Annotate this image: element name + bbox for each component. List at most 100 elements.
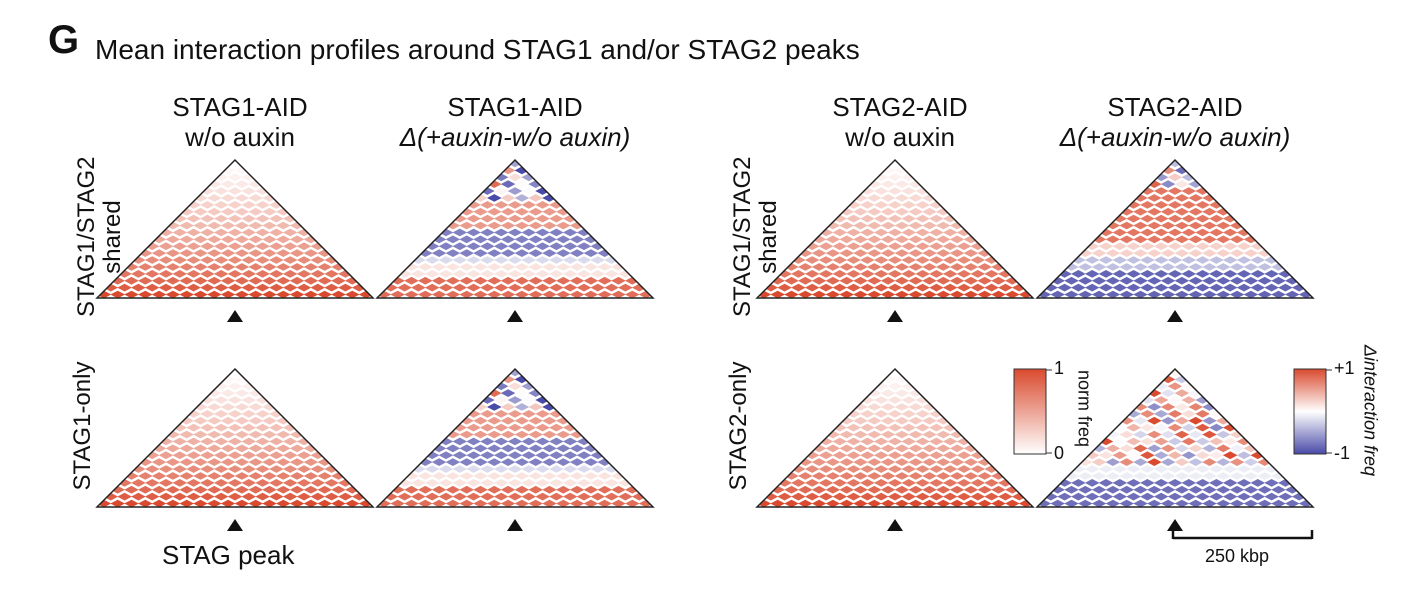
contact-map-bin bbox=[1167, 187, 1183, 195]
contact-map-bin bbox=[860, 270, 875, 278]
contact-map-bin bbox=[445, 290, 461, 298]
contact-map-bin bbox=[213, 201, 229, 209]
contact-map-bin bbox=[303, 235, 319, 244]
contact-map-bin bbox=[873, 270, 889, 278]
contact-map-bin bbox=[936, 485, 951, 494]
contact-map-bin bbox=[521, 410, 537, 418]
contact-map-bin bbox=[207, 444, 222, 453]
contact-map-bin bbox=[248, 249, 263, 257]
contact-map-bin bbox=[549, 242, 564, 251]
contact-map-bin bbox=[289, 263, 305, 271]
contact-map-bin bbox=[186, 437, 201, 446]
contact-map-bin bbox=[908, 235, 923, 244]
contact-map-bin bbox=[207, 221, 222, 230]
contact-map-bin bbox=[1209, 228, 1224, 237]
contact-map-bin bbox=[956, 451, 972, 460]
contact-map-bin bbox=[583, 499, 599, 507]
contact-map-bin bbox=[193, 290, 208, 298]
contact-map-bin bbox=[179, 290, 194, 298]
contact-map-bin bbox=[894, 235, 910, 244]
contact-map-bin bbox=[832, 479, 848, 487]
contact-map-bin bbox=[220, 430, 236, 439]
contact-map-1 bbox=[97, 160, 373, 298]
contact-map-bin bbox=[1105, 276, 1121, 285]
contact-map-bin bbox=[521, 228, 537, 237]
colorbar-delta-interaction bbox=[1293, 368, 1327, 455]
contact-map-bin bbox=[276, 499, 291, 507]
contact-map-bin bbox=[549, 270, 564, 278]
contact-map-bin bbox=[452, 451, 468, 460]
contact-map-bin bbox=[1167, 437, 1183, 446]
contact-map-bin bbox=[1216, 458, 1231, 466]
contact-map-bin bbox=[867, 416, 882, 425]
contact-map-bin bbox=[431, 263, 447, 271]
contact-map-bin bbox=[165, 235, 181, 244]
contact-map-bin bbox=[124, 263, 139, 271]
contact-map-bin bbox=[207, 499, 222, 507]
contact-map-bin bbox=[411, 492, 426, 501]
contact-map-bin bbox=[234, 194, 250, 202]
contact-map-bin bbox=[227, 214, 243, 223]
contact-map-bin bbox=[445, 263, 461, 271]
contact-map-bin bbox=[1285, 499, 1300, 507]
contact-map-bin bbox=[1264, 479, 1279, 487]
contact-map-bin bbox=[908, 221, 923, 230]
contact-map-bin bbox=[1174, 235, 1190, 244]
contact-map-bin bbox=[936, 221, 951, 230]
contact-map-bin bbox=[880, 207, 896, 216]
contact-map-bin bbox=[289, 472, 305, 480]
contact-map-bin bbox=[1271, 276, 1286, 285]
contact-map-bin bbox=[521, 451, 537, 460]
contact-map-bin bbox=[846, 423, 861, 432]
contact-map-bin bbox=[103, 283, 119, 292]
contact-map-bin bbox=[867, 458, 882, 466]
contact-map-bin bbox=[528, 458, 543, 466]
contact-map-bin bbox=[514, 221, 530, 230]
contact-map-bin bbox=[1105, 263, 1121, 271]
contact-map-bin bbox=[867, 403, 882, 411]
contact-map-bin bbox=[1098, 465, 1114, 473]
contact-map-bin bbox=[535, 242, 550, 251]
contact-map-bin bbox=[262, 499, 277, 507]
contact-map-bin bbox=[234, 444, 250, 453]
contact-map-bin bbox=[942, 465, 958, 473]
contact-map-bin bbox=[220, 166, 236, 175]
contact-map-bin bbox=[1105, 444, 1121, 453]
contact-map-bin bbox=[880, 263, 896, 271]
contact-map-bin bbox=[493, 451, 509, 460]
contact-map-5 bbox=[97, 369, 373, 507]
contact-map-bin bbox=[227, 437, 243, 446]
contact-map-bin bbox=[473, 276, 488, 285]
contact-map-bin bbox=[220, 235, 236, 244]
contact-map-bin bbox=[138, 472, 153, 480]
contact-map-bin bbox=[894, 389, 910, 397]
contact-map-bin bbox=[908, 263, 923, 271]
contact-map-bin bbox=[1078, 276, 1093, 285]
column-header-line2: Δ(+auxin-w/o auxin) bbox=[1059, 122, 1291, 152]
contact-map-bin bbox=[151, 263, 167, 271]
contact-map-bin bbox=[528, 290, 543, 298]
contact-map-bin bbox=[1181, 465, 1197, 473]
contact-map-bin bbox=[521, 283, 537, 292]
contact-map-bin bbox=[1140, 423, 1155, 432]
contact-map-bin bbox=[179, 276, 194, 285]
contact-map-bin bbox=[1140, 465, 1155, 473]
peak-label: STAG peak bbox=[162, 540, 295, 570]
contact-map-bin bbox=[915, 283, 930, 292]
contact-map-bin bbox=[1133, 416, 1148, 425]
contact-map-bin bbox=[825, 249, 841, 257]
contact-map-bin bbox=[894, 472, 910, 480]
contact-map-bin bbox=[521, 201, 537, 209]
contact-map-bin bbox=[193, 403, 208, 411]
contact-map-bin bbox=[1236, 437, 1252, 446]
contact-map-bin bbox=[165, 499, 181, 507]
contact-map-bin bbox=[507, 242, 523, 251]
contact-map-bin bbox=[241, 423, 257, 432]
contact-map-bin bbox=[193, 472, 208, 480]
contact-map-bin bbox=[1174, 249, 1190, 257]
contact-map-bin bbox=[1202, 276, 1217, 285]
contact-map-bin bbox=[480, 423, 495, 432]
contact-map-bin bbox=[984, 270, 999, 278]
contact-map-bin bbox=[124, 290, 139, 298]
